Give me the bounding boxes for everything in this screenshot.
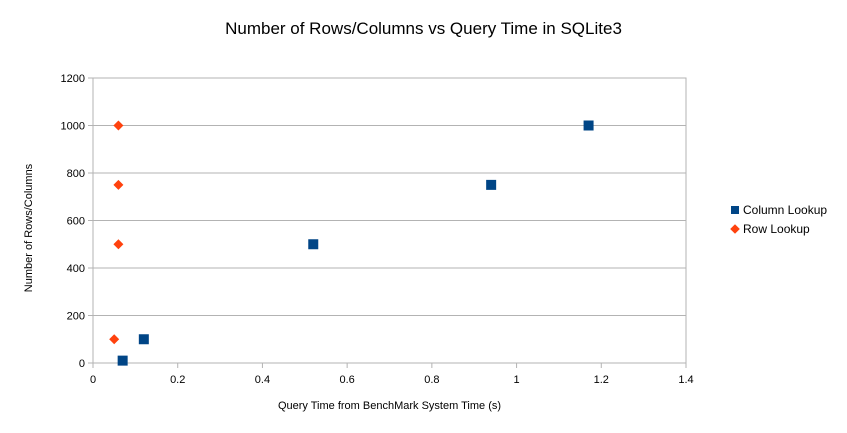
y-tick-label: 1000	[61, 121, 85, 133]
legend-diamond-marker-icon	[730, 223, 740, 234]
x-tick-label: 0	[90, 374, 96, 386]
legend-label-row-lookup: Row Lookup	[743, 221, 810, 236]
legend: Column Lookup Row Lookup	[730, 200, 827, 238]
y-tick-label: 200	[67, 311, 85, 323]
y-tick-label: 600	[67, 216, 85, 228]
chart-title: Number of Rows/Columns vs Query Time in …	[225, 19, 622, 38]
x-tick-label: 0.8	[424, 374, 439, 386]
gridlines	[93, 77, 686, 364]
x-tick-label: 0.4	[255, 374, 270, 386]
row-lookup-point	[109, 334, 120, 345]
row-lookup-point	[113, 120, 124, 131]
y-tick-label: 0	[79, 358, 85, 370]
column-lookup-point	[486, 179, 497, 190]
y-tick-label: 800	[67, 168, 85, 180]
y-tick-label: 1200	[61, 73, 85, 85]
x-tick-label: 1.4	[678, 374, 693, 386]
x-axis-tick-labels: 0 0.2 0.4 0.6 0.8 1 1.2 1.4	[90, 374, 694, 386]
legend-label-column-lookup: Column Lookup	[743, 202, 828, 217]
x-tick-label: 0.2	[170, 374, 185, 386]
y-tick-label: 400	[67, 263, 85, 275]
x-tick-label: 1	[514, 374, 520, 386]
x-axis-label: Query Time from BenchMark System Time (s…	[277, 400, 502, 412]
legend-item-column-lookup: Column Lookup	[731, 200, 827, 219]
column-lookup-point	[117, 355, 128, 366]
axis-tick-marks	[88, 77, 687, 368]
row-lookup-point	[113, 239, 124, 250]
row-lookup-point	[113, 179, 124, 190]
legend-item-row-lookup: Row Lookup	[730, 219, 827, 238]
x-tick-label: 0.6	[339, 374, 354, 386]
legend-square-marker-icon	[731, 205, 739, 214]
data-points	[109, 120, 594, 366]
column-lookup-point	[308, 239, 319, 250]
y-axis-tick-labels: 0 200 400 600 800 1000 1200	[61, 73, 85, 370]
column-lookup-point	[138, 334, 149, 345]
y-axis-label: Number of Rows/Columns	[23, 163, 35, 293]
x-tick-label: 1.2	[594, 374, 609, 386]
column-lookup-point	[583, 120, 594, 131]
